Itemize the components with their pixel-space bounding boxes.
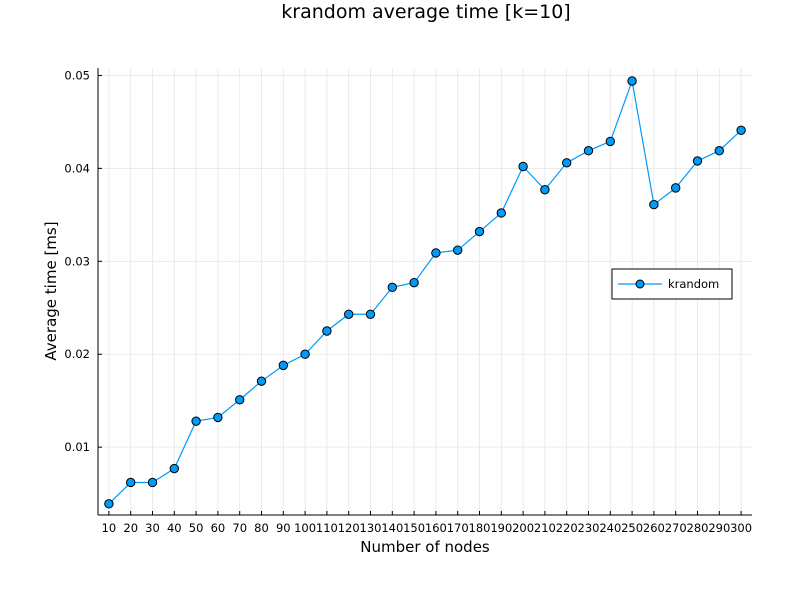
data-point-22 — [583, 146, 594, 156]
x-axis-label: Number of nodes — [360, 538, 490, 556]
data-point-3 — [169, 463, 180, 474]
x-tick-label-5: 60 — [211, 521, 226, 535]
data-point-20 — [540, 185, 550, 195]
data-point-21 — [562, 158, 572, 168]
y-tick-label-0: 0.01 — [64, 440, 90, 454]
x-tick-label-25: 260 — [643, 521, 665, 535]
y-tick-labels: 0.01 0.02 0.03 0.04 0.05 — [64, 68, 90, 454]
data-point-5 — [213, 412, 223, 423]
data-point-13 — [387, 282, 397, 293]
x-tick-label-10: 110 — [316, 521, 338, 535]
data-point-27 — [692, 156, 703, 166]
data-point-0 — [104, 499, 114, 509]
data-point-25 — [649, 199, 659, 210]
x-tick-label-19: 200 — [512, 521, 534, 535]
x-tick-label-18: 190 — [490, 521, 512, 535]
x-tick-label-7: 80 — [254, 521, 269, 535]
data-point-12 — [365, 309, 376, 319]
y-tick-label-4: 0.05 — [64, 68, 90, 82]
x-tick-label-6: 70 — [232, 521, 247, 535]
x-tick-label-15: 160 — [425, 521, 447, 535]
series-krandom — [104, 76, 746, 509]
data-point-6 — [235, 395, 245, 405]
data-point-1 — [126, 477, 136, 488]
data-point-24 — [627, 76, 637, 86]
x-tick-label-12: 130 — [360, 521, 382, 535]
data-point-10 — [322, 326, 332, 336]
data-point-23 — [605, 136, 615, 147]
x-tick-label-28: 290 — [708, 521, 730, 535]
y-tick-label-3: 0.04 — [64, 161, 90, 175]
x-tick-label-17: 180 — [469, 521, 491, 535]
x-tick-label-8: 90 — [276, 521, 291, 535]
data-point-8 — [278, 360, 288, 371]
data-point-29 — [736, 125, 746, 135]
x-tick-label-20: 210 — [534, 521, 556, 535]
x-tick-label-1: 20 — [123, 521, 138, 535]
x-tick-label-22: 230 — [578, 521, 600, 535]
data-point-7 — [256, 376, 267, 386]
data-point-9 — [300, 349, 310, 359]
x-tick-label-29: 300 — [730, 521, 752, 535]
legend-label: krandom — [668, 277, 719, 291]
x-tick-label-0: 10 — [102, 521, 117, 535]
x-tick-label-14: 150 — [403, 521, 425, 535]
x-tick-label-21: 220 — [556, 521, 578, 535]
data-point-26 — [671, 183, 681, 193]
data-point-16 — [453, 245, 463, 255]
x-tick-label-11: 120 — [338, 521, 360, 535]
axes — [97, 68, 752, 516]
x-tick-label-3: 40 — [167, 521, 182, 535]
y-tick-label-2: 0.03 — [64, 254, 90, 268]
x-tick-label-26: 270 — [665, 521, 687, 535]
data-point-15 — [431, 248, 441, 258]
x-tick-label-23: 240 — [599, 521, 621, 535]
data-point-4 — [191, 416, 201, 426]
chart-title: krandom average time [k=10] — [281, 1, 570, 23]
x-tick-label-13: 140 — [381, 521, 403, 535]
data-point-14 — [409, 277, 419, 288]
data-point-2 — [147, 477, 158, 488]
x-tick-label-4: 50 — [189, 521, 204, 535]
x-tick-label-2: 30 — [145, 521, 160, 535]
data-point-18 — [496, 208, 506, 218]
legend: krandom — [611, 268, 733, 300]
legend-marker — [635, 279, 645, 289]
y-tick-label-1: 0.02 — [64, 347, 90, 361]
data-point-11 — [344, 309, 354, 319]
x-tick-labels: 10 20 30 40 50 60 70 80 90 100 110 120 130 140 150 160 1… — [102, 521, 752, 535]
x-tick-label-24: 250 — [621, 521, 643, 535]
x-tick-label-27: 280 — [687, 521, 709, 535]
x-tick-label-16: 170 — [447, 521, 469, 535]
data-point-19 — [518, 161, 528, 172]
data-point-17 — [474, 226, 485, 237]
y-axis-label: Average time [ms] — [42, 221, 60, 360]
data-point-28 — [714, 146, 724, 156]
x-tick-label-9: 100 — [294, 521, 316, 535]
